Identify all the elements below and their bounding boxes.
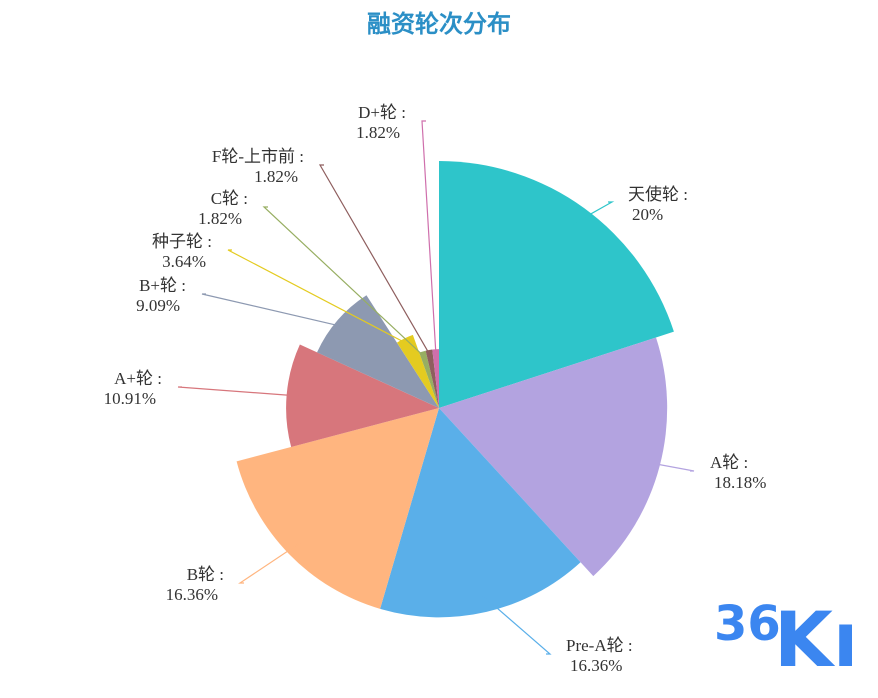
pie-slice-4 bbox=[236, 408, 439, 609]
slice-name-label: B轮 : bbox=[187, 565, 224, 584]
label-leader-10 bbox=[421, 120, 437, 355]
pie-slice-1 bbox=[439, 161, 674, 408]
logo-kr: Kr bbox=[774, 596, 852, 676]
slice-name-label: A+轮 : bbox=[114, 369, 162, 388]
pie-slice-3 bbox=[380, 408, 581, 618]
pie-slice-8 bbox=[419, 350, 439, 408]
slice-value-label: 10.91% bbox=[104, 389, 156, 408]
slice-name-label: 种子轮 : bbox=[152, 232, 212, 251]
pie-slice-5 bbox=[286, 344, 439, 447]
label-leader-5 bbox=[177, 386, 299, 397]
slice-value-label: 16.36% bbox=[570, 656, 622, 675]
slice-name-label: C轮 : bbox=[211, 189, 248, 208]
label-leader-7 bbox=[227, 249, 408, 345]
slice-name-label: Pre-A轮 : bbox=[566, 636, 633, 655]
chart-title: 融资轮次分布 bbox=[367, 10, 511, 38]
slice-name-label: D+轮 : bbox=[358, 103, 406, 122]
pie-slice-7 bbox=[396, 334, 439, 408]
logo-36: 36 bbox=[714, 596, 781, 652]
slice-name-label: F轮-上市前 : bbox=[212, 147, 304, 166]
label-leader-2 bbox=[641, 460, 695, 472]
label-leader-3 bbox=[482, 595, 552, 655]
label-leader-1 bbox=[572, 201, 615, 225]
slice-value-label: 16.36% bbox=[166, 585, 218, 604]
slice-value-label: 18.18% bbox=[714, 473, 766, 492]
slice-value-label: 1.82% bbox=[356, 123, 400, 142]
slice-value-label: 1.82% bbox=[198, 209, 242, 228]
36kr-logo: 36 Kr bbox=[714, 596, 852, 676]
slice-value-label: 3.64% bbox=[162, 252, 206, 271]
label-leader-6 bbox=[201, 293, 346, 328]
pie-slice-9 bbox=[425, 349, 439, 408]
pie-slice-6 bbox=[317, 295, 439, 408]
pie-slice-10 bbox=[432, 349, 439, 408]
label-leader-9 bbox=[318, 164, 431, 356]
label-leader-8 bbox=[262, 206, 425, 357]
pie-slice-2 bbox=[439, 337, 668, 577]
slice-name-label: A轮 : bbox=[710, 453, 748, 472]
slice-value-label: 9.09% bbox=[136, 296, 180, 315]
label-leader-4 bbox=[238, 541, 302, 584]
slice-name-label: 天使轮 : bbox=[628, 184, 688, 204]
slice-name-label: B+轮 : bbox=[139, 276, 186, 295]
slice-value-label: 20% bbox=[632, 205, 663, 224]
slice-value-label: 1.82% bbox=[254, 167, 298, 186]
